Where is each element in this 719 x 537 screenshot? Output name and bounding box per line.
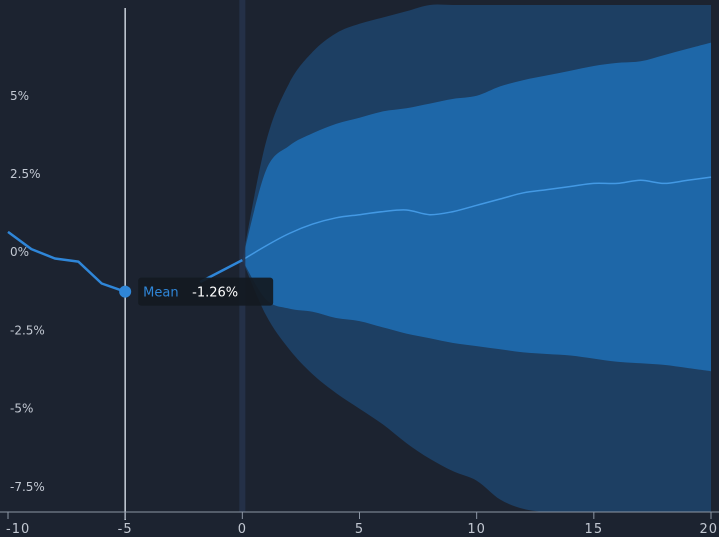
y-tick-label: -5% <box>10 402 33 416</box>
tooltip: Mean -1.26% <box>138 277 274 306</box>
inner-confidence-band <box>242 42 712 372</box>
x-axis: -10 -5 0 5 10 15 20 <box>6 512 718 537</box>
x-tick-label: 15 <box>585 522 604 537</box>
y-tick-label: 2.5% <box>10 167 41 181</box>
tooltip-value: -1.26% <box>192 286 238 301</box>
y-tick-label: 0% <box>10 245 29 259</box>
x-tick-label: 0 <box>238 522 247 537</box>
x-tick-label: -5 <box>118 522 133 537</box>
x-tick-label: 20 <box>699 522 718 537</box>
y-axis: 5% 2.5% 0% -2.5% -5% -7.5% <box>10 89 45 494</box>
tooltip-box <box>138 277 274 306</box>
y-tick-label: -7.5% <box>10 480 45 494</box>
mean-forecast-line <box>241 176 712 261</box>
tooltip-series-label: Mean <box>143 286 178 301</box>
y-tick-label: -2.5% <box>10 323 45 337</box>
x-tick-label: 5 <box>355 522 364 537</box>
hover-point[interactable] <box>119 285 132 298</box>
x-tick-label: 10 <box>467 522 486 537</box>
history-line <box>7 230 126 293</box>
x-tick-label: -10 <box>6 522 30 537</box>
y-tick-label: 5% <box>10 89 29 103</box>
